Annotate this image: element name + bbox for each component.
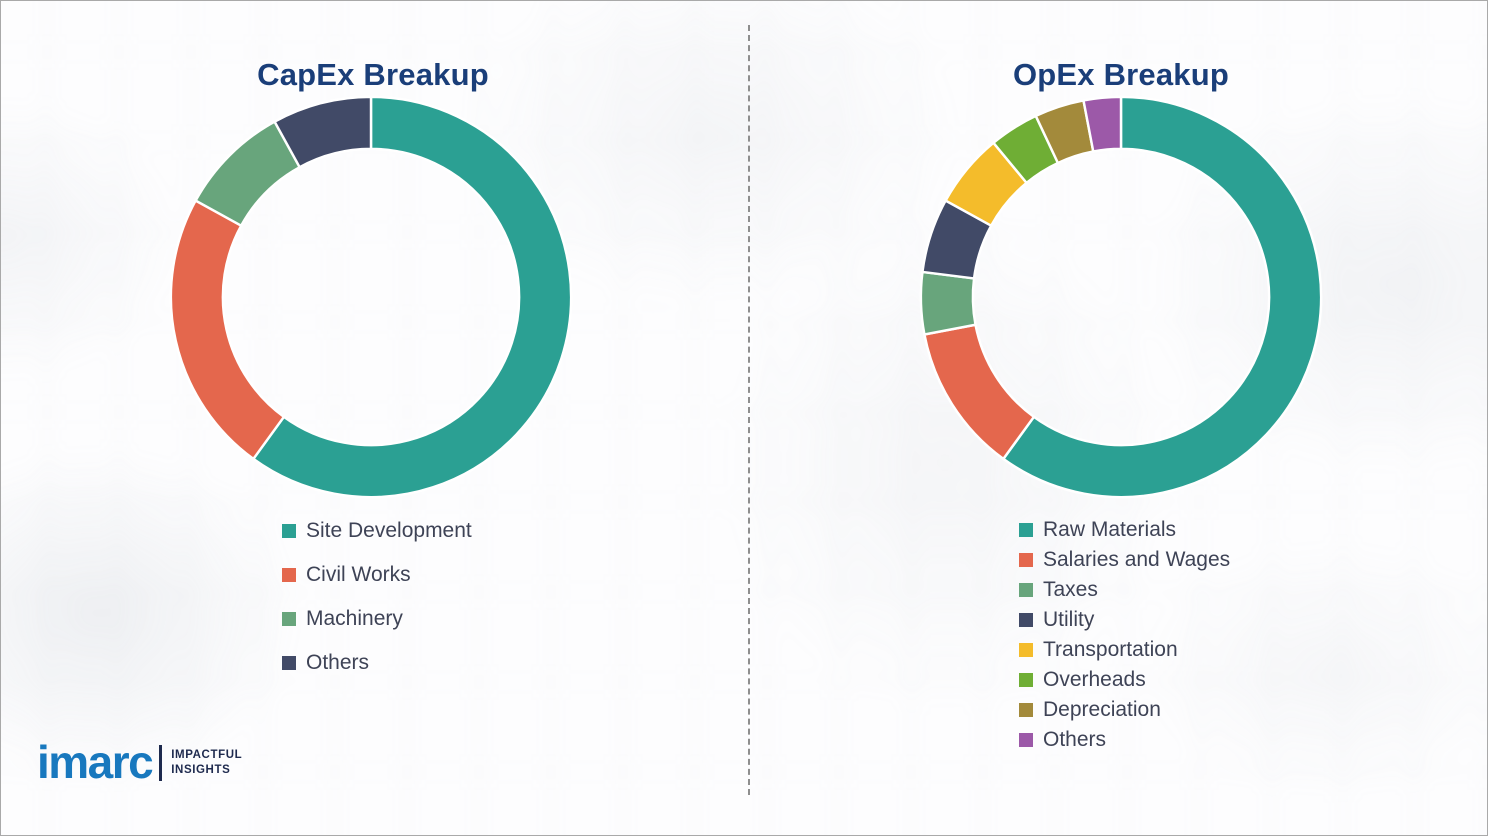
- legend-label: Salaries and Wages: [1043, 548, 1231, 571]
- legend-item-salaries-and-wages: Salaries and Wages: [1019, 545, 1230, 575]
- logo-tagline-line2: INSIGHTS: [171, 764, 231, 776]
- legend-swatch: [282, 656, 296, 670]
- donut-segment-others: [1082, 95, 1123, 153]
- legend-item-transportation: Transportation: [1019, 635, 1230, 665]
- opex-chart-title: OpEx Breakup: [1012, 56, 1230, 92]
- legend-item-machinery: Machinery: [282, 597, 472, 641]
- donut-segment-taxes: [919, 270, 977, 336]
- opex-donut-chart: [919, 95, 1323, 499]
- legend-label: Overheads: [1043, 668, 1146, 691]
- legend-label: Others: [1043, 728, 1107, 751]
- legend-item-utility: Utility: [1019, 605, 1230, 635]
- legend-swatch: [1019, 703, 1033, 717]
- legend-item-overheads: Overheads: [1019, 665, 1230, 695]
- legend-swatch: [1019, 673, 1033, 687]
- legend-label: Machinery: [306, 607, 403, 630]
- donut-segment-salaries-and-wages: [922, 323, 1036, 461]
- capex-donut-chart: [169, 95, 573, 499]
- donut-segment-others: [272, 95, 373, 169]
- legend-label: Utility: [1043, 608, 1095, 631]
- imarc-logo: imarc IMPACTFUL INSIGHTS: [37, 739, 242, 785]
- legend-item-taxes: Taxes: [1019, 575, 1230, 605]
- legend-swatch: [1019, 733, 1033, 747]
- vertical-dashed-divider: [748, 25, 750, 795]
- logo-tagline: IMPACTFUL INSIGHTS: [171, 748, 242, 778]
- legend-item-civil-works: Civil Works: [282, 553, 472, 597]
- legend-swatch: [1019, 643, 1033, 657]
- donut-segment-raw-materials: [1001, 95, 1323, 499]
- legend-swatch: [1019, 583, 1033, 597]
- opex-legend: Raw Materials Salaries and Wages Taxes Util…: [1019, 515, 1230, 755]
- imarc-logo-text: imarc: [37, 736, 154, 788]
- donut-segment-site-development: [251, 95, 573, 499]
- legend-swatch: [282, 612, 296, 626]
- capex-chart-title: CapEx Breakup: [257, 56, 489, 92]
- legend-swatch: [1019, 613, 1033, 627]
- legend-item-depreciation: Depreciation: [1019, 695, 1230, 725]
- legend-swatch: [282, 524, 296, 538]
- legend-item-site-development: Site Development: [282, 509, 472, 553]
- legend-label: Raw Materials: [1043, 518, 1177, 541]
- legend-label: Transportation: [1043, 638, 1178, 661]
- logo-tagline-line1: IMPACTFUL: [171, 749, 243, 762]
- legend-swatch: [1019, 553, 1033, 567]
- legend-swatch: [282, 568, 296, 582]
- logo-divider-bar: [159, 745, 163, 781]
- legend-label: Site Development: [306, 519, 472, 542]
- legend-label: Civil Works: [306, 563, 411, 586]
- legend-item-others: Others: [282, 641, 472, 685]
- legend-label: Others: [306, 651, 370, 674]
- legend-item-others: Others: [1019, 725, 1230, 755]
- legend-label: Taxes: [1043, 578, 1098, 601]
- capex-legend: Site Development Civil Works Machinery Othe…: [282, 509, 472, 685]
- legend-swatch: [1019, 523, 1033, 537]
- donut-segment-civil-works: [169, 198, 286, 461]
- legend-item-raw-materials: Raw Materials: [1019, 515, 1230, 545]
- legend-label: Depreciation: [1043, 698, 1161, 721]
